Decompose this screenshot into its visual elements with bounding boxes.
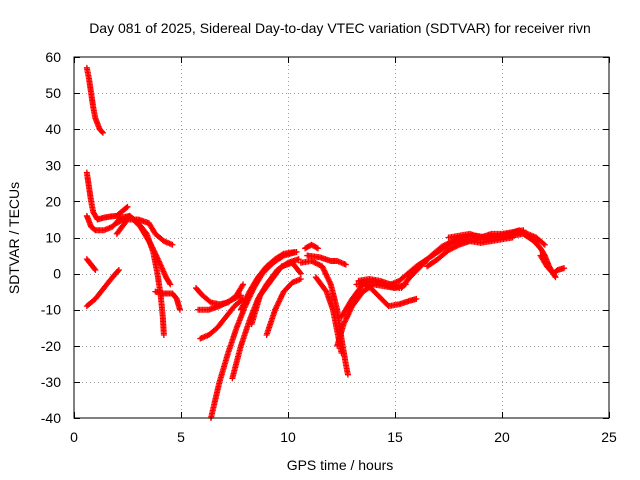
series-arc-15 [248,259,304,328]
y-axis-ticks: -40 -30 -20 -10 0 10 20 30 40 50 60 [41,49,609,426]
data-point [169,241,176,248]
data-points [83,64,568,421]
data-point [313,244,320,251]
x-tick-label: 0 [70,429,78,445]
data-point [338,350,345,357]
data-point [124,203,131,210]
data-point [520,227,527,234]
series-arc-1 [83,64,106,136]
series-arc-23 [353,281,420,310]
x-tick-label: 15 [387,429,403,445]
data-point [115,266,122,273]
data-point [344,371,351,378]
y-axis-label: SDTVAR / TECUs [6,182,22,294]
y-tick-label: 20 [45,193,61,209]
series-arc-2 [83,169,131,223]
data-point [92,266,99,273]
data-point [115,268,122,275]
series-arc-8 [152,288,183,313]
data-point [540,240,547,247]
y-tick-label: -40 [41,410,61,426]
data-point [123,204,130,211]
series-arc-18 [297,257,351,378]
series-arc-27 [424,234,516,270]
data-point [413,295,420,302]
data-point [99,129,106,136]
plot-frame [73,56,610,419]
y-tick-label: 10 [45,230,61,246]
data-point [160,331,167,338]
data-point [176,306,183,313]
data-point [297,270,304,277]
series-arc-16 [263,276,304,338]
y-tick-label: 50 [45,85,61,101]
data-point [91,265,98,272]
y-tick-label: 60 [45,49,61,65]
y-tick-label: -20 [41,338,61,354]
series-arc-17 [302,241,321,252]
data-point [295,256,302,263]
data-point [509,234,516,241]
data-point [99,128,106,135]
x-tick-label: 5 [177,429,185,445]
y-tick-label: -10 [41,302,61,318]
data-point [541,241,548,248]
x-tick-label: 20 [494,429,510,445]
data-point [237,292,244,299]
data-point [291,248,298,255]
series-arc-11 [197,295,247,342]
series-arc-4 [83,256,99,273]
data-point [552,274,559,281]
data-point [297,276,304,283]
data-point [167,281,174,288]
x-tick-label: 10 [280,429,296,445]
x-axis-label: GPS time / hours [287,457,394,473]
chart-title: Day 081 of 2025, Sidereal Day-to-day VTE… [89,20,591,36]
data-point [236,292,243,299]
data-point [279,251,286,258]
series-arc-28 [537,252,568,277]
series-arc-14 [237,248,298,313]
data-point [296,269,303,276]
y-tick-label: 40 [45,121,61,137]
series-arc-19 [304,252,349,268]
series-arc-29 [445,227,527,241]
data-point [166,280,173,287]
data-point [561,265,568,272]
series-arc-12 [207,248,300,421]
x-axis-ticks: 0 5 10 15 20 25 [70,57,617,445]
y-tick-label: 0 [53,266,61,282]
data-point [342,261,349,268]
data-point [314,245,321,252]
data-point [454,242,461,249]
data-point [240,281,247,288]
y-tick-label: 30 [45,157,61,173]
series-arc-10 [195,292,244,313]
x-tick-label: 25 [601,429,617,445]
y-tick-label: -30 [41,374,61,390]
series-arc-7 [113,212,174,288]
series-arc-5 [83,266,122,310]
